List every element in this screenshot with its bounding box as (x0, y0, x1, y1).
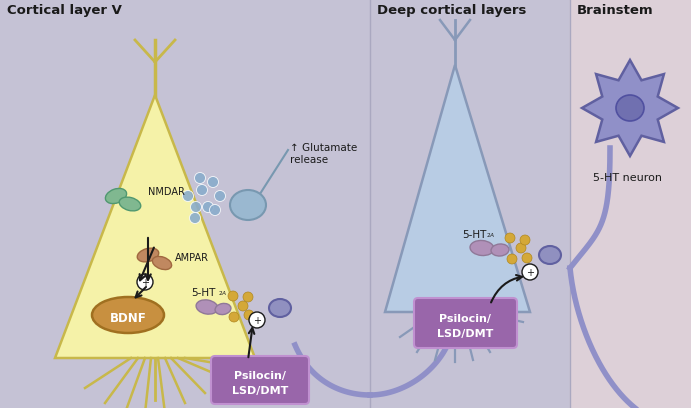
Polygon shape (582, 60, 678, 156)
Ellipse shape (137, 274, 153, 290)
Ellipse shape (182, 191, 193, 202)
Ellipse shape (491, 244, 509, 256)
Text: BDNF: BDNF (110, 311, 146, 324)
Ellipse shape (243, 292, 253, 302)
Ellipse shape (505, 233, 515, 243)
Ellipse shape (522, 264, 538, 280)
Ellipse shape (269, 299, 291, 317)
Ellipse shape (196, 300, 218, 314)
Ellipse shape (470, 240, 494, 255)
Ellipse shape (230, 190, 266, 220)
Polygon shape (55, 95, 255, 358)
Ellipse shape (215, 304, 231, 315)
Text: NMDAR: NMDAR (148, 187, 185, 197)
Ellipse shape (191, 202, 202, 213)
Bar (570, 0, 691, 408)
Ellipse shape (189, 213, 200, 224)
Text: 5-HT: 5-HT (191, 288, 215, 298)
Ellipse shape (202, 202, 214, 213)
Ellipse shape (120, 197, 141, 211)
Ellipse shape (138, 248, 159, 262)
Text: $_{2A}$: $_{2A}$ (486, 231, 495, 239)
Text: $_{2A}$: $_{2A}$ (218, 288, 227, 297)
Text: 5-HT: 5-HT (462, 230, 486, 240)
Ellipse shape (520, 235, 530, 245)
Text: Deep cortical layers: Deep cortical layers (377, 4, 527, 17)
Ellipse shape (196, 184, 207, 195)
Text: +: + (253, 315, 261, 326)
Text: Psilocin/: Psilocin/ (439, 314, 491, 324)
Ellipse shape (244, 310, 254, 320)
Text: Brainstem: Brainstem (577, 4, 654, 17)
Ellipse shape (209, 204, 220, 215)
Ellipse shape (207, 177, 218, 188)
Ellipse shape (106, 188, 126, 204)
Text: Cortical layer V: Cortical layer V (7, 4, 122, 17)
Text: Psilocin/: Psilocin/ (234, 371, 286, 381)
Text: LSD/DMT: LSD/DMT (231, 386, 288, 396)
Ellipse shape (249, 312, 265, 328)
Ellipse shape (228, 291, 238, 301)
Ellipse shape (522, 253, 532, 263)
Ellipse shape (229, 312, 239, 322)
Ellipse shape (507, 254, 517, 264)
Text: +: + (141, 277, 149, 288)
Ellipse shape (194, 173, 205, 184)
Text: +: + (526, 268, 534, 277)
Ellipse shape (153, 256, 171, 270)
Ellipse shape (214, 191, 225, 202)
Ellipse shape (616, 95, 644, 121)
Ellipse shape (516, 243, 526, 253)
Bar (370, 0, 570, 408)
Ellipse shape (92, 297, 164, 333)
FancyBboxPatch shape (211, 356, 309, 404)
FancyBboxPatch shape (414, 298, 517, 348)
Bar (0, 0, 370, 408)
Text: ↑ Glutamate
release: ↑ Glutamate release (290, 143, 357, 164)
Text: AMPAR: AMPAR (175, 253, 209, 263)
Text: 5-HT neuron: 5-HT neuron (594, 173, 663, 183)
Polygon shape (385, 65, 530, 312)
Ellipse shape (539, 246, 561, 264)
Text: LSD/DMT: LSD/DMT (437, 329, 493, 339)
Ellipse shape (238, 301, 248, 311)
